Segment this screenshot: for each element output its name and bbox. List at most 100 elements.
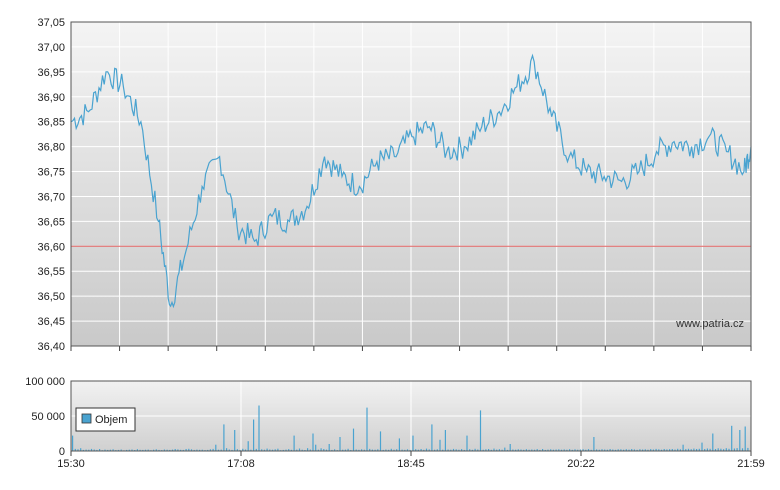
price-series-line — [70, 53, 752, 309]
price-grid — [71, 21, 751, 347]
volume-bar — [112, 449, 114, 452]
volume-bar — [263, 449, 265, 451]
legend-swatch — [81, 413, 92, 424]
volume-bar — [404, 449, 406, 451]
volume-bar — [736, 448, 738, 451]
volume-bar — [247, 441, 249, 451]
volume-bar — [369, 448, 371, 451]
volume-y-tick-label: 50 000 — [31, 411, 65, 423]
y-tick-label: 36,60 — [37, 241, 65, 253]
volume-bar — [242, 448, 244, 451]
volume-bar — [563, 449, 565, 451]
volume-bar — [458, 449, 460, 451]
volume-bar — [461, 449, 463, 451]
x-tick-label: 15:30 — [57, 458, 85, 470]
volume-bar — [296, 449, 298, 451]
volume-bar — [90, 448, 93, 451]
volume-bar — [496, 449, 498, 451]
volume-bar — [682, 444, 684, 451]
y-tick-label: 36,70 — [37, 191, 65, 203]
volume-bar — [512, 449, 514, 451]
volume-bar — [328, 444, 330, 451]
volume-bar — [523, 449, 525, 451]
volume-bar — [674, 449, 676, 451]
volume-bar — [533, 449, 536, 451]
volume-bar — [701, 442, 703, 451]
volume-bar — [385, 449, 387, 451]
volume-bar — [315, 444, 317, 451]
volume-bar — [425, 448, 428, 451]
volume-bar — [377, 449, 379, 452]
volume-bar — [166, 449, 168, 451]
volume-bar — [182, 449, 184, 451]
y-tick-label: 36,95 — [37, 67, 65, 79]
volume-bar — [485, 449, 487, 451]
volume-bar — [288, 449, 290, 451]
volume-bar — [234, 430, 236, 451]
volume-bar — [550, 449, 552, 451]
volume-bar — [293, 435, 295, 451]
volume-bar — [566, 449, 568, 451]
volume-bar — [741, 448, 744, 451]
volume-bar — [209, 449, 211, 452]
volume-bar — [679, 449, 681, 451]
volume-bar — [463, 449, 465, 451]
volume-bar — [509, 444, 511, 451]
volume-bar — [639, 449, 641, 451]
x-tick-label: 21:59 — [737, 458, 765, 470]
volume-bar — [731, 425, 733, 451]
volume-bar — [74, 448, 76, 451]
volume-bar — [212, 448, 214, 451]
volume-bar — [490, 449, 492, 451]
volume-y-tick-label: 0 — [59, 446, 65, 458]
volume-bar — [371, 449, 373, 451]
volume-bar — [347, 448, 349, 451]
volume-bar — [633, 449, 635, 451]
volume-bar — [228, 449, 230, 451]
volume-bar — [117, 449, 120, 451]
volume-bar — [542, 449, 544, 451]
volume-bar — [193, 449, 195, 451]
volume-bar — [623, 449, 625, 451]
volume-bar — [474, 448, 476, 451]
y-tick-label: 36,50 — [37, 291, 65, 303]
volume-bar — [169, 449, 171, 451]
volume-grid — [71, 381, 751, 451]
volume-bar — [128, 449, 130, 451]
volume-bar — [253, 419, 255, 451]
volume-bar — [85, 449, 87, 451]
volume-bar — [352, 428, 355, 451]
volume-bar — [506, 449, 509, 451]
volume-bar — [390, 448, 392, 451]
volume-bar — [547, 449, 549, 451]
volume-bar — [199, 449, 201, 451]
volume-bar — [696, 449, 698, 451]
volume-bar — [442, 449, 444, 451]
volume-bar — [282, 449, 284, 451]
volume-bar — [323, 449, 325, 451]
volume-bar — [663, 449, 665, 451]
volume-bar — [274, 449, 276, 452]
volume-bar — [312, 433, 314, 451]
volume-bar — [582, 449, 584, 451]
volume-bar — [609, 449, 611, 451]
volume-bar — [517, 449, 519, 452]
volume-bar — [317, 449, 319, 451]
volume-bar — [396, 449, 398, 451]
volume-bar — [139, 449, 141, 451]
y-tick-label: 36,90 — [37, 92, 65, 104]
watermark: www.patria.cz — [675, 318, 744, 330]
volume-bar — [593, 437, 595, 451]
volume-bar — [109, 449, 111, 451]
volume-bar — [439, 439, 441, 451]
volume-bar — [277, 448, 279, 451]
volume-bar — [590, 449, 592, 451]
volume-bar — [720, 448, 722, 451]
volume-bar — [382, 449, 384, 451]
volume-bar — [374, 449, 376, 451]
time-x-axis: 15:30 17:08 18:45 20:22 21:59 — [57, 451, 765, 470]
volume-bar — [671, 449, 673, 451]
volume-bar — [158, 449, 160, 451]
price-x-ticks — [70, 346, 752, 351]
volume-bar — [728, 448, 730, 451]
